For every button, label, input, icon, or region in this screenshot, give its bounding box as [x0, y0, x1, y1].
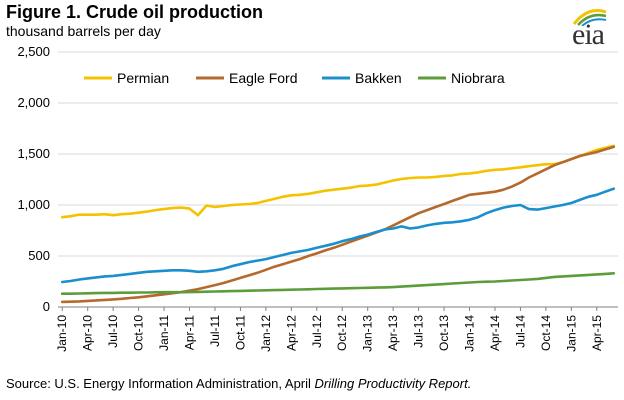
- x-tick-label: Jan-11: [157, 315, 171, 351]
- logo-arc-green: [577, 13, 607, 26]
- legend: Permian Eagle Ford Bakken Niobrara: [84, 70, 505, 86]
- series-line-permian: [60, 144, 616, 219]
- y-tick-labels: 0 500 1,000 1,500 2,000 2,500: [17, 44, 50, 314]
- x-tick-label: Oct-14: [539, 315, 553, 351]
- x-tick-label: Oct-10: [132, 315, 146, 351]
- x-tick-label: Apr-11: [183, 315, 197, 350]
- x-tick-label: Jan-14: [463, 315, 477, 352]
- x-tick-label: Jan-13: [361, 315, 375, 352]
- series-line-bakken: [60, 187, 616, 284]
- x-tick-label: Jul-13: [412, 315, 426, 348]
- logo-text: eia: [572, 18, 605, 51]
- x-tick-label: Oct-12: [335, 315, 349, 351]
- y-tick-label: 2,000: [17, 95, 50, 110]
- x-tick-label: Jul-11: [208, 315, 222, 347]
- x-tick-label: Jul-14: [513, 315, 527, 348]
- y-tick-label: 500: [28, 248, 50, 263]
- x-tick-label: Apr-12: [284, 315, 298, 351]
- x-tick-label: Oct-11: [233, 315, 247, 350]
- source-text: Source: U.S. Energy Information Administ…: [6, 376, 315, 391]
- legend-label-bakken: Bakken: [355, 70, 402, 86]
- series-lines: [60, 144, 616, 304]
- x-tick-label: Jan-10: [55, 315, 69, 352]
- x-tick-label: Oct-13: [437, 315, 451, 351]
- x-tick-label: Jan-15: [564, 315, 578, 352]
- x-tick-label: Apr-14: [488, 315, 502, 351]
- chart-subtitle: thousand barrels per day: [6, 23, 161, 39]
- x-tick-label: Apr-15: [590, 315, 604, 351]
- eia-logo: eia: [560, 6, 616, 51]
- logo-arc-yellow: [572, 9, 607, 25]
- x-tick-labels: Jan-10 Apr-10 Jul-10 Oct-10 Jan-11 Apr-11 Jul-…: [55, 315, 604, 352]
- y-tick-label: 0: [43, 299, 50, 314]
- y-tick-label: 1,000: [17, 197, 50, 212]
- x-tick-label: Jul-10: [106, 315, 120, 348]
- y-tick-label: 2,500: [17, 44, 50, 59]
- logo-arc-blue: [581, 18, 607, 26]
- series-line-niobrara: [60, 271, 616, 296]
- axes: [58, 306, 618, 311]
- series-line-eagle-ford: [60, 145, 616, 304]
- gridlines: [58, 51, 618, 257]
- x-tick-label: Apr-10: [81, 315, 95, 351]
- y-tick-label: 1,500: [17, 146, 50, 161]
- legend-label-eagle-ford: Eagle Ford: [229, 70, 297, 86]
- chart-title: Figure 1. Crude oil production: [6, 2, 264, 22]
- x-tick-label: Jan-12: [259, 315, 273, 352]
- x-tick-label: Jul-12: [310, 315, 324, 348]
- source-report-name: Drilling Productivity Report.: [314, 376, 472, 391]
- source-note: Source: U.S. Energy Information Administ…: [6, 376, 471, 391]
- x-tick-label: Apr-13: [386, 315, 400, 351]
- legend-label-niobrara: Niobrara: [451, 70, 505, 86]
- legend-label-permian: Permian: [117, 70, 169, 86]
